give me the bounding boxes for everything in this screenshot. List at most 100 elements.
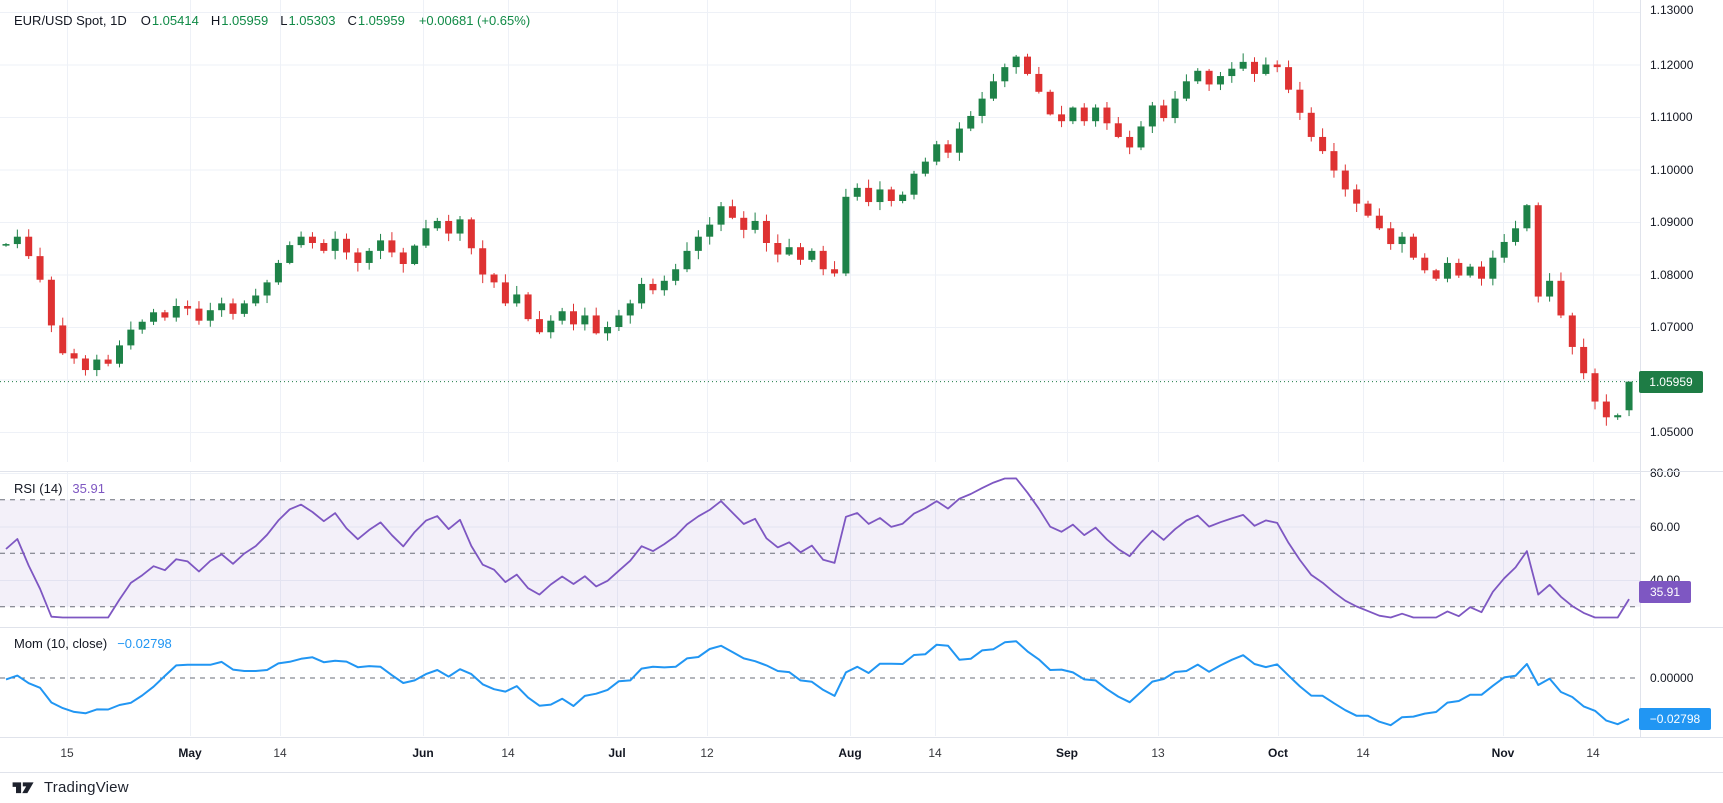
tradingview-logo-icon (12, 782, 34, 794)
candle (785, 247, 793, 255)
time-axis[interactable]: 15 May 14 Jun 14 Jul 12 Aug 14 Sep 13 Oct 14 Nov 14 (0, 737, 1723, 772)
candle (127, 329, 135, 346)
pane-separator-momentum[interactable] (0, 627, 1723, 628)
candle (955, 128, 963, 153)
candle (751, 220, 759, 230)
price-tick-label: 1.08000 (1650, 268, 1694, 282)
candle (240, 303, 248, 314)
candle (308, 236, 316, 243)
footer-bar: TradingView (0, 772, 1723, 803)
candle (343, 238, 350, 253)
indicator-tick-label: 80.00 (1650, 466, 1681, 480)
candle (592, 315, 600, 334)
time-tick-label: 12 (700, 746, 714, 760)
candle (1319, 136, 1327, 152)
candle (1080, 107, 1088, 122)
price-tick-label: 1.11000 (1650, 110, 1693, 124)
candle (1534, 205, 1542, 297)
candle (1126, 136, 1134, 148)
candle (1092, 107, 1100, 122)
candle (876, 189, 884, 203)
change-value: +0.00681 (+0.65%) (418, 13, 531, 28)
candle (1160, 105, 1168, 119)
candle (13, 236, 21, 245)
candle (1557, 280, 1565, 316)
candle (1069, 107, 1077, 122)
candle (93, 359, 101, 371)
time-tick-label: Sep (1055, 746, 1079, 760)
candle (1432, 270, 1440, 279)
candle (1568, 315, 1576, 347)
candle (1364, 203, 1372, 216)
candle (672, 269, 680, 281)
candle (535, 319, 543, 333)
candle (967, 115, 975, 129)
tradingview-logo[interactable]: TradingView (12, 779, 129, 796)
candle (1194, 70, 1202, 82)
candle (150, 312, 158, 322)
time-tick-label: 14 (501, 746, 515, 760)
candle (1466, 266, 1474, 276)
candle (774, 243, 782, 255)
candle (1262, 64, 1270, 74)
candle (1546, 280, 1554, 297)
candle (1512, 228, 1520, 242)
candle (853, 187, 861, 197)
price-gutter-border (1640, 0, 1641, 737)
candle (1602, 401, 1610, 418)
candle (1296, 89, 1304, 113)
time-tick-label: May (178, 746, 202, 760)
candle (399, 252, 407, 264)
candle (1216, 76, 1224, 85)
candle (297, 236, 305, 246)
candle (649, 283, 657, 291)
candle (626, 303, 634, 316)
candle (762, 220, 770, 243)
candle (638, 283, 646, 304)
pane-separator-rsi[interactable] (0, 471, 1723, 472)
candle (1182, 81, 1190, 99)
candle (728, 206, 736, 218)
candle (660, 280, 668, 291)
indicator-tick-label: 0.00000 (1650, 671, 1694, 685)
candle (899, 194, 907, 201)
candle (978, 98, 986, 116)
time-tick-label: Jul (608, 746, 626, 760)
candle (1580, 346, 1588, 374)
candle (842, 196, 850, 274)
candle (490, 274, 498, 283)
candle (1489, 257, 1497, 279)
candle (1455, 262, 1463, 276)
candle (933, 144, 941, 162)
candle (116, 345, 123, 364)
candle (1387, 228, 1395, 245)
candle (47, 279, 55, 326)
time-tick-label: Nov (1491, 746, 1515, 760)
rsi-legend[interactable]: RSI (14) 35.91 (14, 481, 105, 496)
candle (604, 327, 612, 334)
candle (1443, 262, 1451, 279)
low-value: L 1.05303 (280, 13, 336, 28)
candle (1205, 70, 1213, 85)
momentum-legend[interactable]: Mom (10, close) −0.02798 (14, 636, 172, 651)
candle (320, 243, 328, 251)
candle (717, 206, 725, 225)
candle (59, 325, 67, 354)
candle (206, 310, 214, 321)
candle (195, 308, 203, 321)
candle (1523, 205, 1531, 229)
candle (694, 236, 702, 251)
candle (1171, 98, 1179, 119)
candle (104, 359, 112, 364)
candle (138, 321, 146, 330)
candle (1148, 105, 1156, 127)
candle (184, 306, 192, 309)
rsi-line (5, 477, 1630, 619)
tradingview-brand-text: TradingView (44, 779, 129, 796)
symbol-title: EUR/USD Spot, 1D (14, 13, 127, 28)
symbol-legend[interactable]: EUR/USD Spot, 1D O 1.05414 H 1.05959 L 1.05… (14, 13, 530, 28)
candle (1228, 68, 1236, 77)
candle (377, 240, 385, 251)
high-value: H 1.05959 (210, 13, 269, 28)
